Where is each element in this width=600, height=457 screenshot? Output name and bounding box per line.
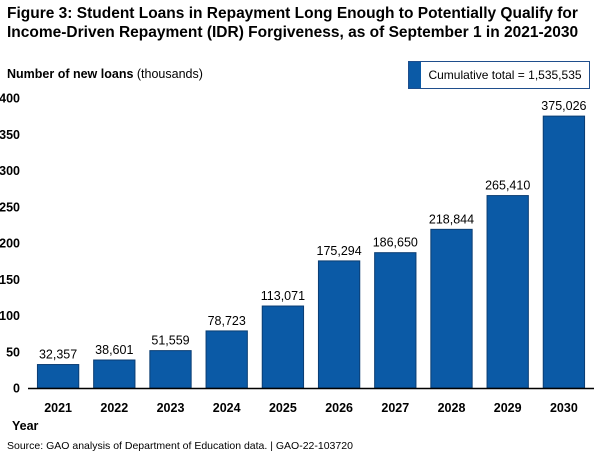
x-tick-label: 2030 bbox=[550, 401, 578, 415]
value-label: 265,410 bbox=[485, 179, 530, 193]
y-tick-label: 350 bbox=[0, 128, 20, 142]
bar bbox=[374, 252, 417, 389]
x-tick-labels: 2021 2022 2023 2024 2025 2026 2027 2028 2029 2030 bbox=[44, 401, 578, 415]
y-axis-label-unit: (thousands) bbox=[136, 67, 203, 81]
y-tick-label: 0 bbox=[13, 382, 20, 396]
y-axis-label: Number of new loans (thousands) bbox=[7, 67, 203, 81]
value-label: 113,071 bbox=[261, 289, 305, 303]
y-tick-label: 200 bbox=[0, 237, 20, 251]
bar bbox=[261, 305, 305, 389]
bar bbox=[93, 359, 136, 389]
cumulative-total-swatch bbox=[409, 62, 421, 88]
x-tick-label: 2024 bbox=[213, 401, 241, 415]
bar bbox=[430, 228, 473, 389]
y-tick-labels: 0 50 100 150 200 250 300 350 400 bbox=[0, 92, 20, 396]
y-tick-label: 250 bbox=[0, 200, 20, 214]
bar bbox=[317, 260, 361, 389]
value-label: 186,650 bbox=[373, 236, 418, 250]
y-tick-label: 300 bbox=[0, 164, 20, 178]
bars bbox=[36, 115, 586, 389]
y-tick-label: 50 bbox=[6, 345, 20, 359]
x-tick-label: 2023 bbox=[157, 401, 185, 415]
x-tick-label: 2029 bbox=[494, 401, 522, 415]
x-tick-label: 2021 bbox=[44, 401, 72, 415]
value-label: 38,601 bbox=[95, 343, 133, 357]
y-axis-label-main: Number of new loans bbox=[7, 67, 134, 81]
bar bbox=[542, 115, 586, 389]
x-axis-label: Year bbox=[12, 419, 39, 433]
value-label: 218,844 bbox=[429, 212, 474, 226]
x-tick-label: 2027 bbox=[381, 401, 409, 415]
value-labels: 32,357 38,601 51,559 78,723 113,071 175,294 18… bbox=[39, 99, 587, 361]
x-tick-label: 2025 bbox=[269, 401, 297, 415]
y-tick-label: 150 bbox=[0, 273, 20, 287]
chart-title: Figure 3: Student Loans in Repayment Lon… bbox=[7, 5, 579, 41]
value-label: 51,559 bbox=[151, 334, 189, 348]
x-tick-label: 2022 bbox=[100, 401, 128, 415]
bar bbox=[149, 350, 192, 389]
bar bbox=[205, 330, 248, 389]
x-tick-label: 2026 bbox=[325, 401, 353, 415]
bar bbox=[486, 195, 529, 389]
value-label: 32,357 bbox=[39, 348, 77, 362]
bar bbox=[36, 364, 80, 389]
cumulative-total-box: Cumulative total = 1,535,535 bbox=[408, 61, 590, 89]
source-note: Source: GAO analysis of Department of Ed… bbox=[7, 440, 353, 452]
cumulative-total-label: Cumulative total = 1,535,535 bbox=[428, 68, 582, 82]
value-label: 78,723 bbox=[208, 314, 246, 328]
value-label: 175,294 bbox=[317, 244, 362, 258]
y-tick-label: 400 bbox=[0, 92, 20, 106]
y-tick-label: 100 bbox=[0, 309, 20, 323]
value-label: 375,026 bbox=[541, 99, 586, 113]
bar-chart: 0 50 100 150 200 250 300 350 400 32,357 38,601 51,… bbox=[0, 92, 594, 433]
x-tick-label: 2028 bbox=[438, 401, 466, 415]
